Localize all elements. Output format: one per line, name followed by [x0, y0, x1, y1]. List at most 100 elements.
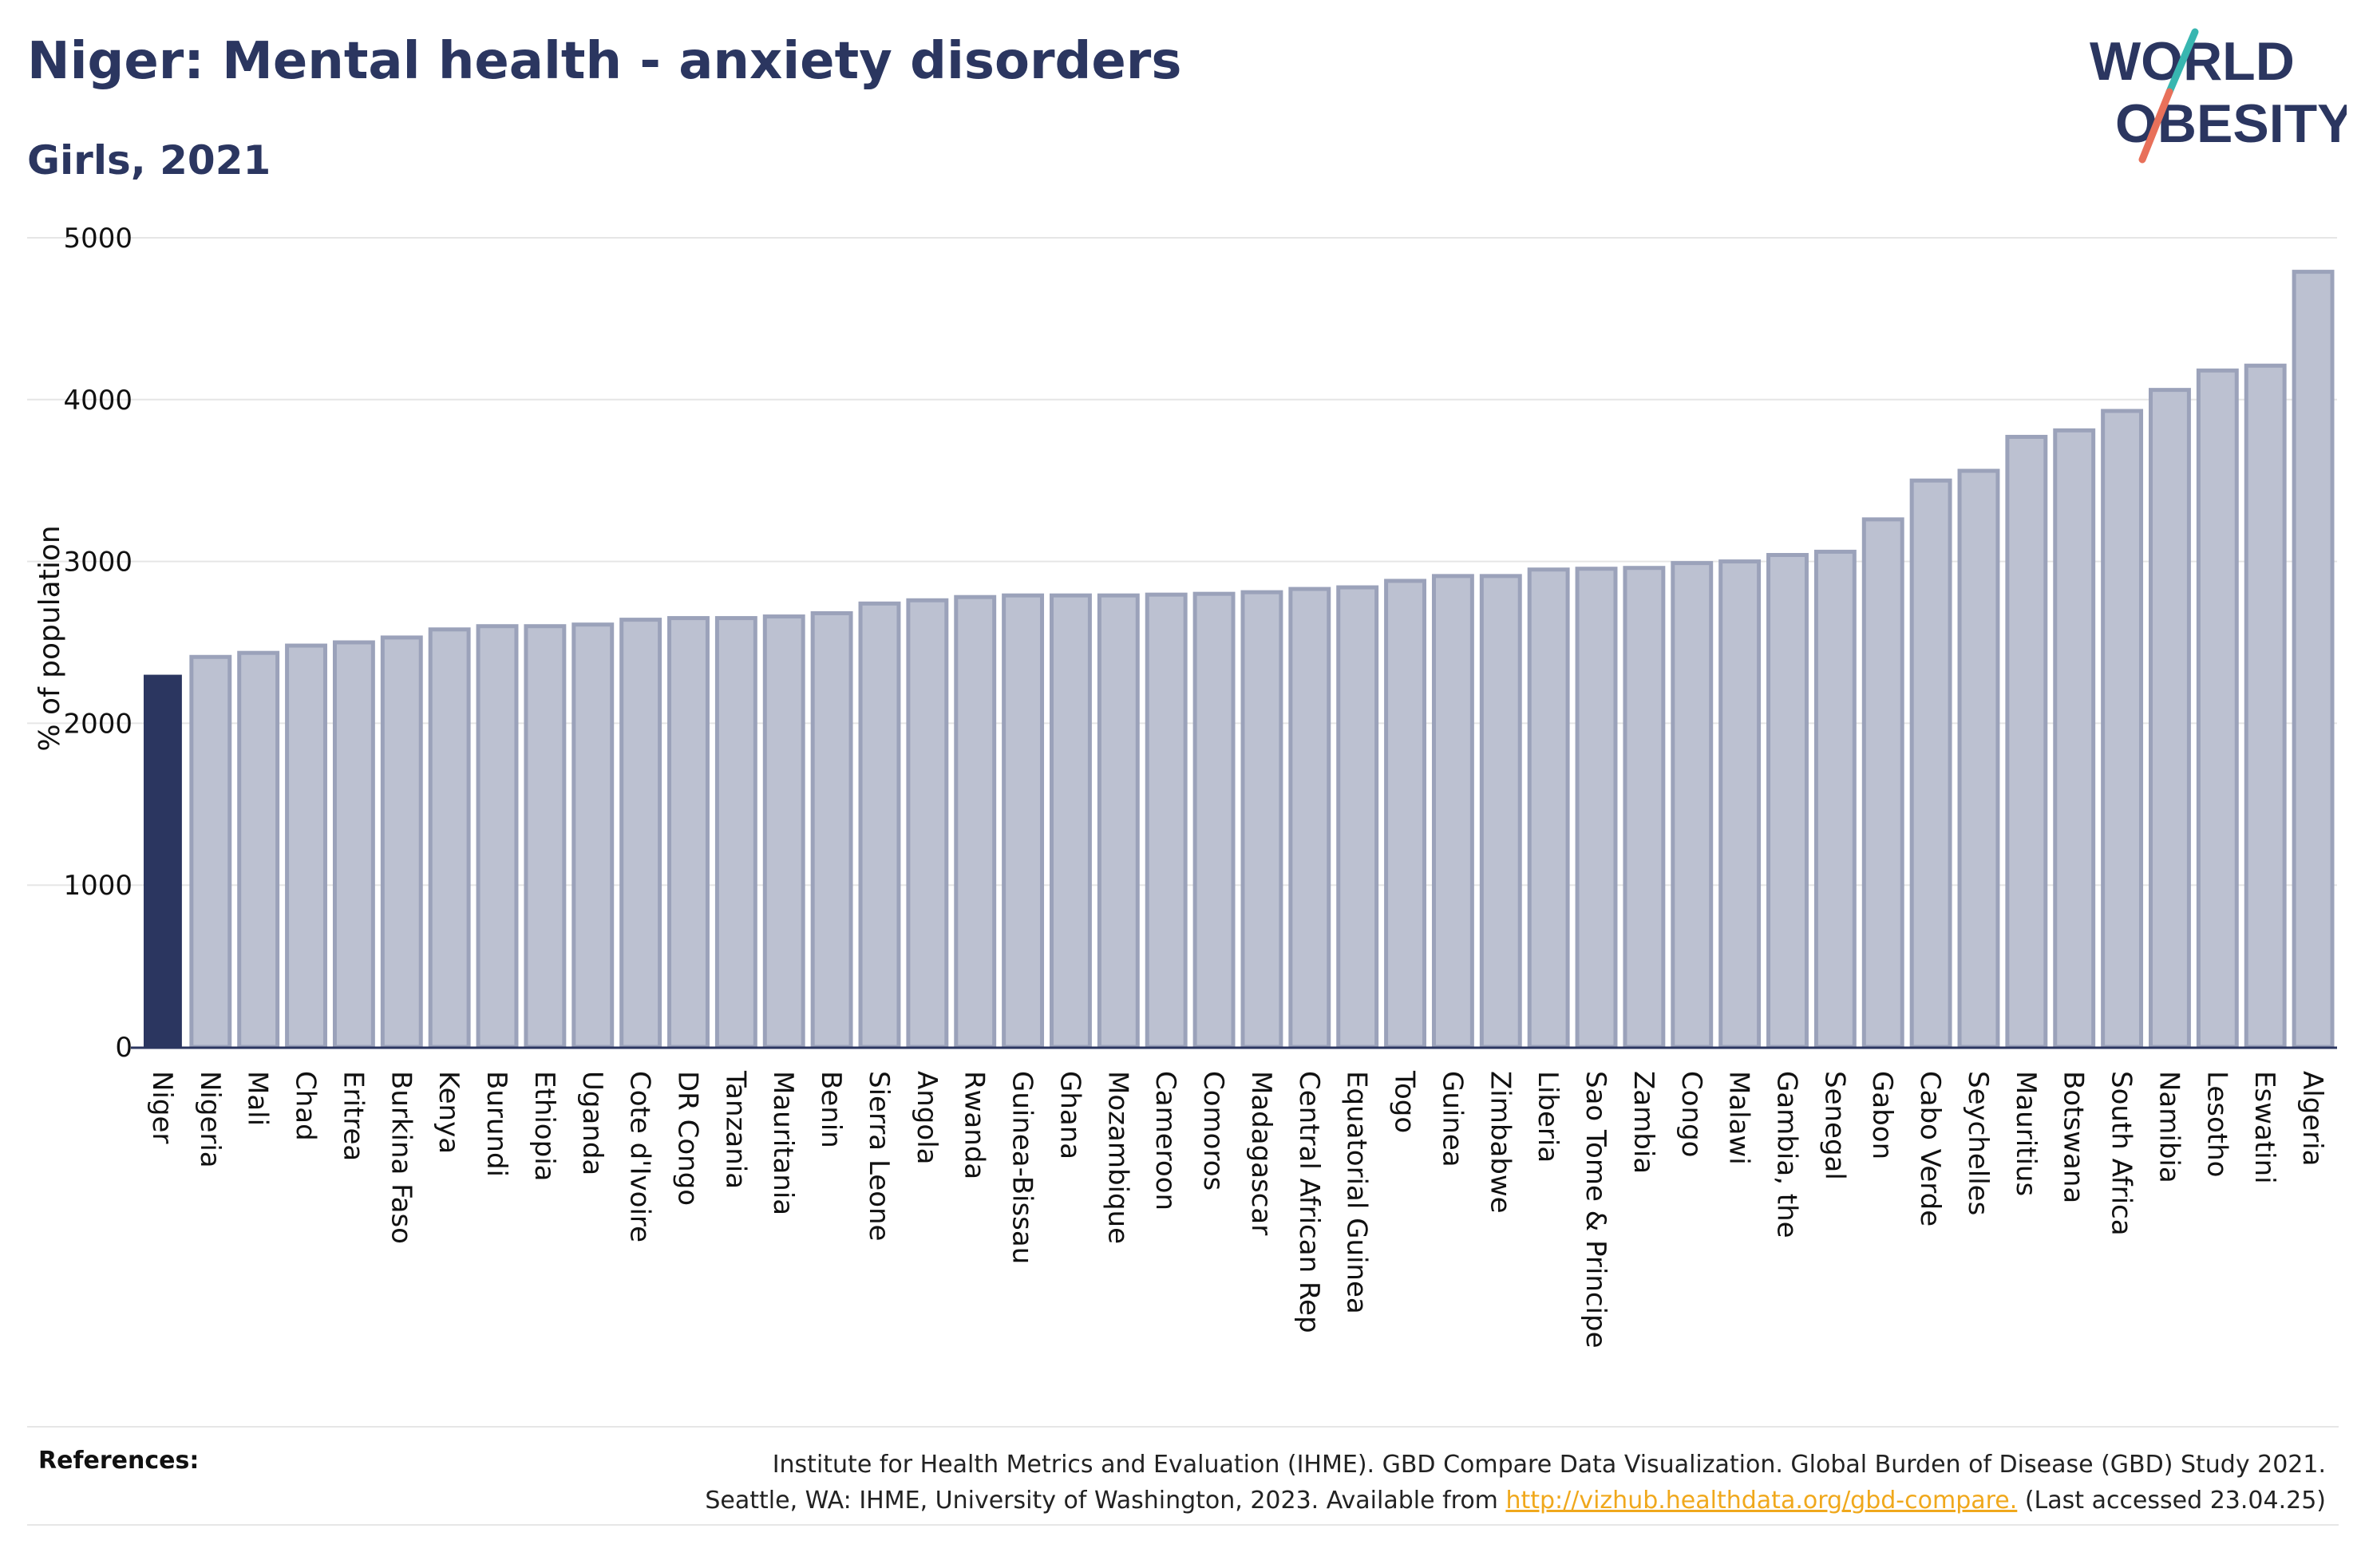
x-tick-label: Cote d'Ivoire [624, 1071, 656, 1242]
bar [1384, 579, 1426, 1049]
y-tick-label: 5000 [63, 223, 132, 255]
x-tick-label: Angola [911, 1071, 943, 1164]
logo-slash-top [2165, 28, 2199, 96]
bar [1050, 593, 1092, 1049]
x-tick-label: Zimbabwe [1484, 1071, 1516, 1214]
x-tick-label: Madagascar [1245, 1071, 1277, 1235]
bar [2005, 434, 2048, 1049]
page-title: Niger: Mental health - anxiety disorders [27, 32, 1182, 91]
x-tick-label: Niger [146, 1071, 178, 1143]
bar [1097, 593, 1140, 1049]
bar [2053, 428, 2096, 1049]
x-tick-label: Mali [242, 1071, 274, 1126]
bar [1718, 559, 1762, 1049]
y-tick-label: 2000 [63, 708, 132, 740]
bar [954, 594, 997, 1049]
bar-highlight [143, 674, 182, 1047]
x-tick-label: Gambia, the [1771, 1071, 1803, 1238]
references-label: References: [38, 1447, 200, 1475]
bar [1002, 593, 1045, 1049]
x-tick-label: Mauritania [767, 1071, 799, 1215]
y-axis-label: % of population [34, 525, 66, 751]
bar [1766, 552, 1809, 1049]
x-tick-label: Zambia [1627, 1071, 1659, 1174]
bar [1861, 517, 1904, 1049]
bar [667, 616, 710, 1049]
x-tick-label: Uganda [576, 1071, 608, 1175]
bar [1288, 587, 1331, 1049]
x-tick-label: Liberia [1532, 1071, 1564, 1163]
x-tick-label: Ghana [1054, 1071, 1086, 1159]
x-tick-label: Tanzania [719, 1070, 751, 1189]
x-tick-label: Mauritius [2010, 1071, 2042, 1196]
reference-link[interactable]: http://vizhub.healthdata.org/gbd-compare… [1505, 1487, 2018, 1515]
world-obesity-logo: WORLD OBESITY [2090, 28, 2347, 164]
x-tick-label: Botswana [2058, 1071, 2090, 1203]
bar [1671, 561, 1714, 1049]
x-tick-label: Cameroon [1149, 1071, 1181, 1211]
bar [571, 622, 615, 1049]
bar [524, 624, 567, 1049]
bar [332, 640, 375, 1049]
x-tick-label: Mozambique [1101, 1071, 1133, 1244]
x-tick-label: Sao Tome & Principe [1580, 1071, 1612, 1349]
bar [906, 598, 949, 1049]
bar [2292, 270, 2335, 1049]
bars [143, 270, 2335, 1049]
bar [189, 654, 232, 1049]
reference-line-1: Institute for Health Metrics and Evaluat… [772, 1451, 2326, 1479]
x-tick-label: Kenya [433, 1071, 465, 1154]
reference-line-2-suffix: (Last accessed 23.04.25) [2017, 1487, 2326, 1515]
bar [1240, 590, 1283, 1049]
bar [1192, 591, 1236, 1049]
bar-chart: 0 1000 2000 3000 4000 5000 Niger Nigeria Mali Ch… [27, 223, 2337, 1349]
bar [1145, 592, 1188, 1049]
x-tick-label: Seychelles [1962, 1071, 1994, 1215]
bar [1623, 566, 1666, 1049]
bar [1336, 585, 1379, 1049]
x-tick-label: Eswatini [2248, 1071, 2280, 1184]
bar [714, 616, 757, 1049]
bar [1957, 468, 2000, 1049]
x-tick-label: Guinea-Bissau [1006, 1071, 1038, 1264]
x-tick-label: Algeria [2296, 1071, 2328, 1166]
x-tick-label: Chad [290, 1071, 322, 1141]
bar [858, 601, 901, 1049]
x-tick-label: Cabo Verde [1914, 1071, 1946, 1226]
bar [380, 635, 423, 1049]
bar [1479, 574, 1522, 1049]
bar [762, 614, 805, 1049]
x-tick-label: Lesotho [2201, 1071, 2232, 1177]
bar [428, 627, 471, 1049]
y-tick-label: 0 [115, 1032, 132, 1064]
x-tick-label: South Africa [2106, 1071, 2138, 1236]
bar [237, 650, 280, 1049]
references-top-rule [27, 1426, 2339, 1428]
bar [1527, 567, 1570, 1049]
bar [285, 643, 327, 1049]
y-tick-label: 1000 [63, 870, 132, 902]
page-subtitle: Girls, 2021 [27, 137, 271, 184]
reference-line-2-prefix: Seattle, WA: IHME, University of Washing… [705, 1487, 1506, 1515]
bar [1813, 549, 1857, 1049]
x-tick-label: Eritrea [337, 1071, 369, 1161]
x-tick-label: Sierra Leone [863, 1071, 895, 1241]
x-tick-label: Benin [815, 1071, 847, 1148]
y-tick-label: 4000 [63, 385, 132, 417]
x-tick-label: Equatorial Guinea [1341, 1071, 1373, 1314]
bar [2149, 388, 2191, 1049]
x-tick-label: Burundi [481, 1071, 512, 1177]
x-tick-label: Central African Rep [1293, 1071, 1325, 1333]
bar [2244, 363, 2287, 1049]
x-tick-label: Ethiopia [528, 1071, 560, 1181]
x-tick-label: Guinea [1436, 1071, 1468, 1167]
x-tick-label: Rwanda [959, 1071, 991, 1179]
bar [1909, 478, 1952, 1049]
reference-line-2: Seattle, WA: IHME, University of Washing… [490, 1483, 2326, 1519]
x-tick-label: Nigeria [194, 1071, 226, 1168]
x-tick-label: Burkina Faso [385, 1071, 417, 1244]
x-tick-label: Comoros [1197, 1071, 1229, 1191]
bar [1431, 574, 1474, 1049]
x-tick-label: Malawi [1723, 1071, 1755, 1165]
x-tick-label: Gabon [1866, 1071, 1898, 1159]
